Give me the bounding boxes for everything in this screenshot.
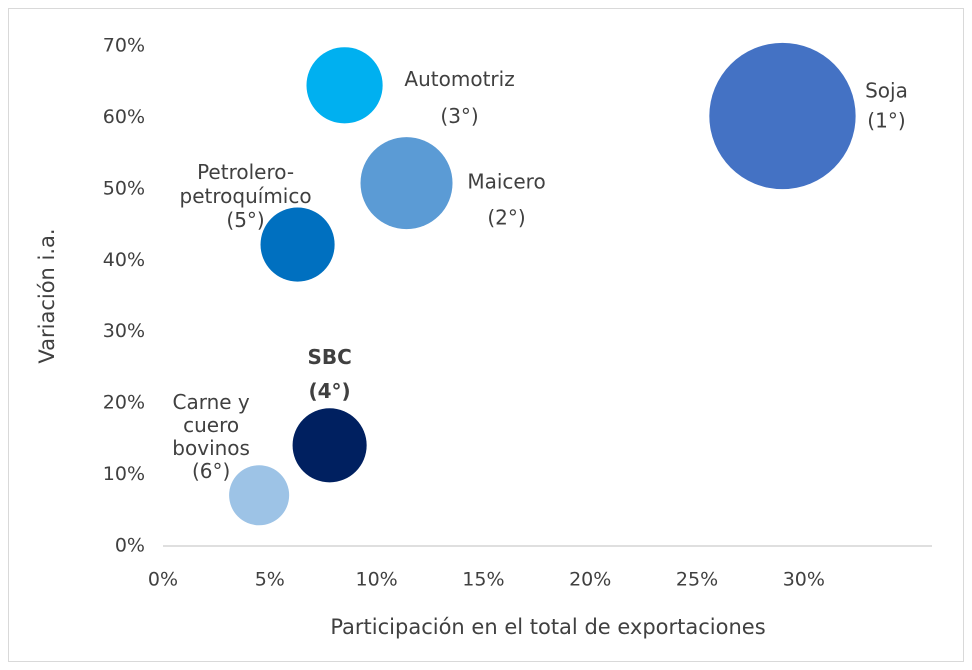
bubble-label: (1°): [867, 109, 905, 133]
bubble-label: (2°): [487, 206, 525, 230]
bubble-label: Carne y: [172, 390, 249, 414]
y-tick-label: 0%: [115, 535, 145, 557]
bubble-label: petroquímico: [180, 184, 312, 208]
bubble-label: SBC: [307, 345, 351, 369]
x-tick-label: 0%: [148, 569, 178, 591]
bubble-label: (5°): [226, 208, 264, 232]
x-tick-label: 10%: [355, 569, 397, 591]
x-tick-label: 20%: [569, 569, 611, 591]
bubble-label: (6°): [192, 459, 230, 483]
bubble-label: Petrolero-: [197, 160, 294, 184]
y-tick-label: 50%: [103, 177, 145, 199]
bubble: [292, 408, 367, 483]
x-tick-label: 25%: [676, 569, 718, 591]
bubble-label: (3°): [440, 104, 478, 128]
x-axis-title: Participación en el total de exportacion…: [330, 615, 765, 639]
y-tick-label: 10%: [103, 463, 145, 485]
bubble-label: cuero: [183, 413, 239, 437]
bubble-label: Maicero: [467, 170, 545, 194]
y-tick-label: 30%: [103, 320, 145, 342]
bubble-label: Soja: [865, 79, 908, 103]
bubble: [360, 137, 453, 230]
y-tick-label: 20%: [103, 392, 145, 414]
y-axis-title: Variación i.a.: [35, 228, 59, 363]
bubble-label: (4°): [309, 379, 351, 403]
bubble: [229, 465, 290, 526]
bubble-label: Automotriz: [404, 67, 514, 91]
x-tick-label: 5%: [255, 569, 285, 591]
bubble: [306, 47, 383, 124]
y-tick-label: 60%: [103, 106, 145, 128]
bubble-label: bovinos: [172, 436, 250, 460]
x-tick-label: 15%: [462, 569, 504, 591]
bubble: [709, 42, 856, 190]
y-tick-label: 40%: [103, 249, 145, 271]
y-tick-label: 70%: [103, 35, 145, 57]
bubble: [260, 207, 335, 282]
x-tick-label: 30%: [783, 569, 825, 591]
